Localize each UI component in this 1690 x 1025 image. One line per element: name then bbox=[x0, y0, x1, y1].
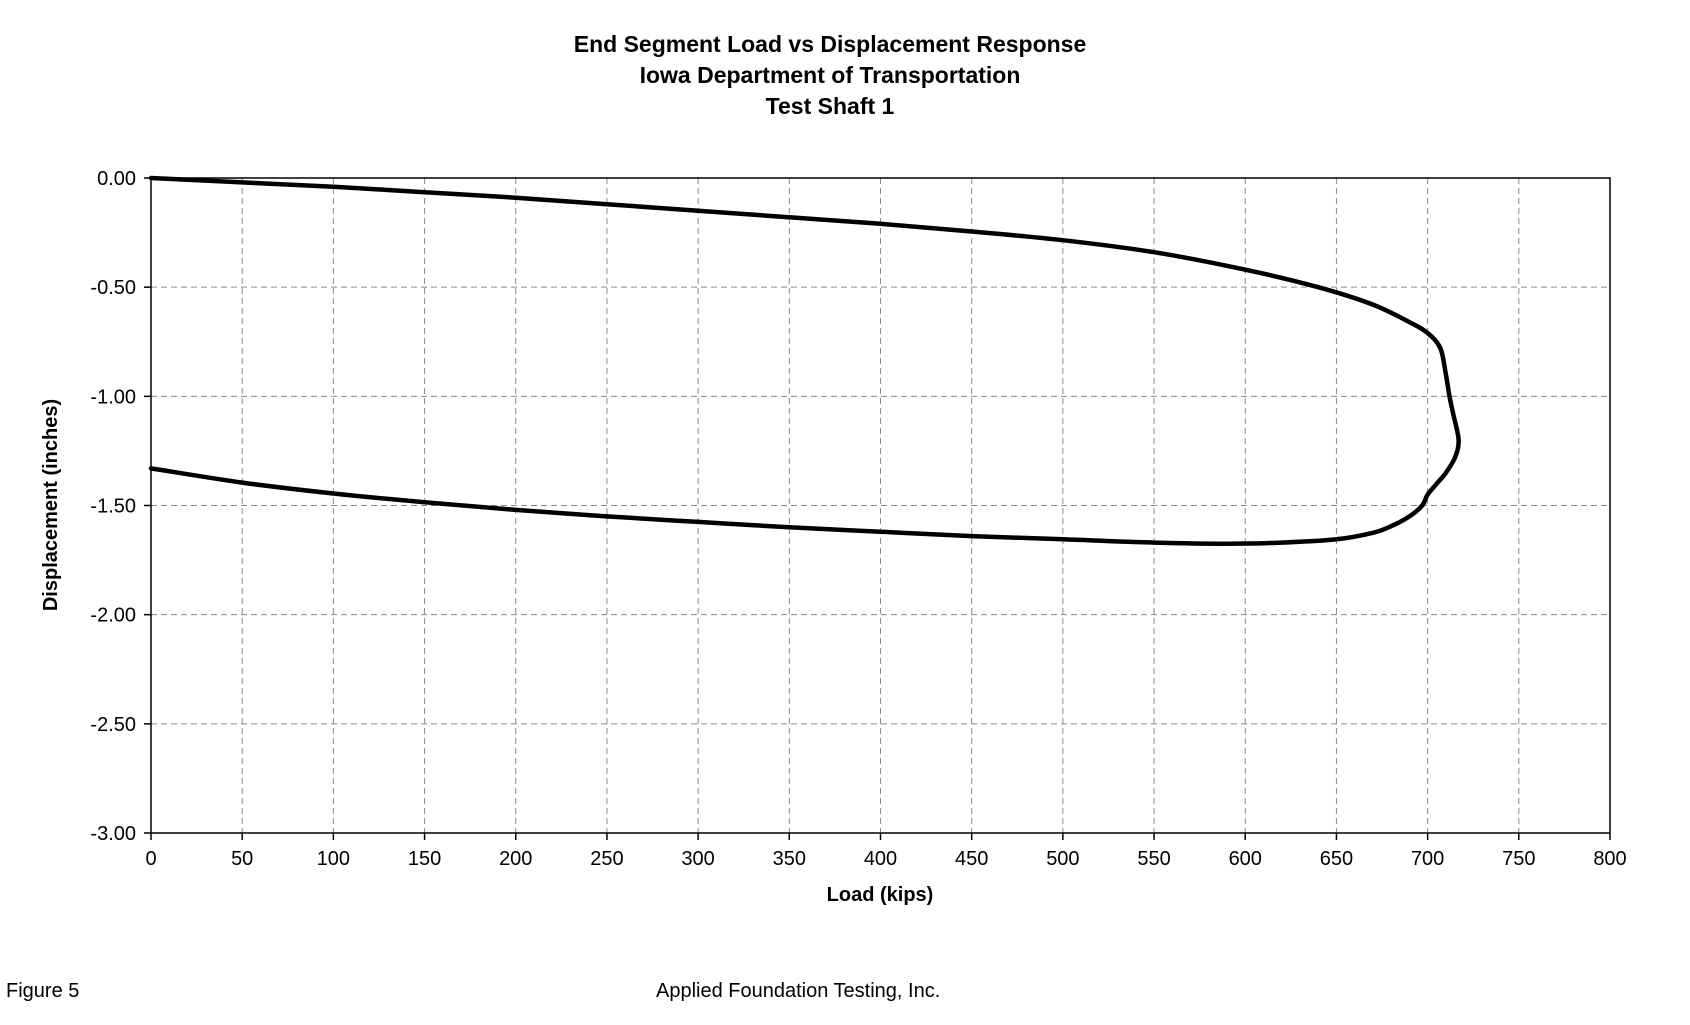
x-tick-label: 450 bbox=[955, 848, 988, 870]
y-tick-label: -0.50 bbox=[90, 277, 136, 299]
x-tick-label: 50 bbox=[231, 848, 253, 870]
x-tick-label: 200 bbox=[499, 848, 532, 870]
x-tick-label: 650 bbox=[1320, 848, 1353, 870]
x-tick-label: 0 bbox=[145, 848, 156, 870]
y-tick-label: -2.00 bbox=[90, 605, 136, 627]
x-tick-label: 550 bbox=[1137, 848, 1170, 870]
load-displacement-curve bbox=[148, 175, 1461, 546]
series-layer bbox=[148, 175, 1461, 546]
x-axis-title: Load (kips) bbox=[827, 884, 934, 906]
x-tick-label: 100 bbox=[317, 848, 350, 870]
figure-number: Figure 5 bbox=[6, 980, 80, 1002]
x-tick-label: 750 bbox=[1502, 848, 1535, 870]
y-tick-label: -3.00 bbox=[90, 823, 136, 845]
x-tick-label: 150 bbox=[408, 848, 441, 870]
y-tick-label: -1.00 bbox=[90, 386, 136, 408]
x-tick-label: 350 bbox=[773, 848, 806, 870]
x-tick-label: 400 bbox=[864, 848, 897, 870]
y-axis: 0.00 -0.50 -1.00 -1.50 -2.00 -2.50 -3.00 bbox=[90, 168, 151, 845]
y-tick-label: -2.50 bbox=[90, 714, 136, 736]
x-tick-label: 500 bbox=[1046, 848, 1079, 870]
x-tick-label: 700 bbox=[1411, 848, 1444, 870]
chart-title: End Segment Load vs Displacement Respons… bbox=[573, 31, 1087, 57]
chart-subtitle-agency: Iowa Department of Transportation bbox=[639, 62, 1021, 88]
y-tick-label: 0.00 bbox=[97, 168, 136, 190]
chart-subtitle-shaft: Test Shaft 1 bbox=[765, 93, 895, 119]
x-axis: 0 50 100 150 200 250 300 350 400 450 500 550 600 650 7… bbox=[145, 833, 1627, 870]
grid-lines bbox=[151, 178, 1610, 833]
x-tick-label: 250 bbox=[590, 848, 623, 870]
x-tick-label: 300 bbox=[681, 848, 714, 870]
x-tick-label: 800 bbox=[1593, 848, 1626, 870]
y-tick-label: -1.50 bbox=[90, 496, 136, 518]
x-tick-label: 600 bbox=[1229, 848, 1262, 870]
y-axis-title: Displacement (inches) bbox=[40, 399, 62, 611]
company-name: Applied Foundation Testing, Inc. bbox=[656, 980, 941, 1002]
